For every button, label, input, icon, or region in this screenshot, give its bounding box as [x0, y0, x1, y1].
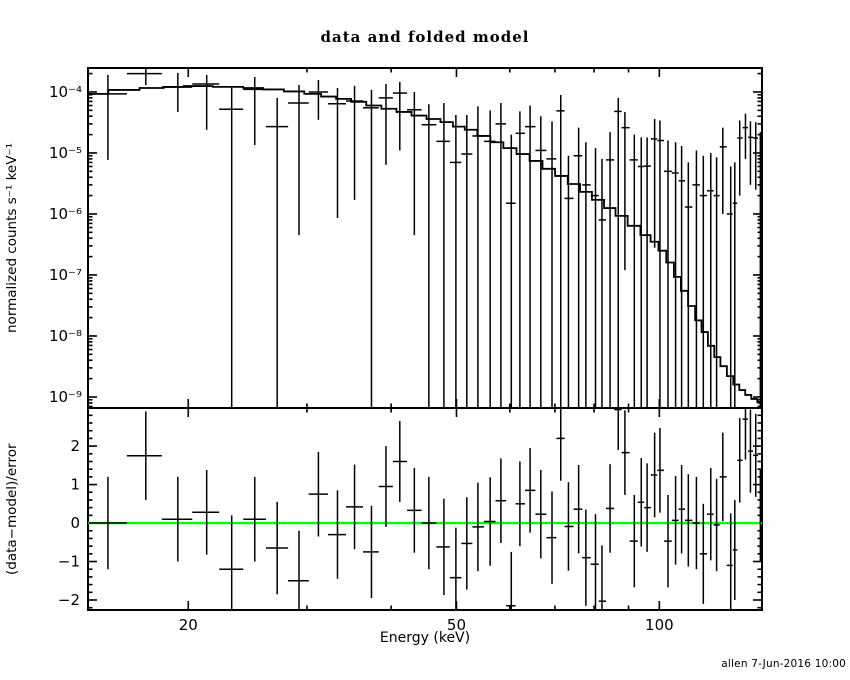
y-axis-label-spectrum: normalized counts s⁻¹ keV⁻¹	[4, 143, 20, 333]
folded-model-curve	[88, 85, 762, 405]
axis-ticks	[88, 68, 762, 610]
svg-text:−1: −1	[58, 553, 80, 571]
svg-text:10⁻⁵: 10⁻⁵	[49, 144, 82, 162]
svg-text:10⁻⁷: 10⁻⁷	[49, 266, 82, 284]
svg-text:2: 2	[70, 437, 80, 455]
footer-credit: allen 7-Jun-2016 10:00	[721, 658, 846, 670]
y-axis-label-residuals: (data−model)/error	[4, 443, 20, 575]
svg-text:10⁻⁶: 10⁻⁶	[49, 205, 82, 223]
svg-text:10⁻⁸: 10⁻⁸	[49, 327, 82, 345]
svg-text:20: 20	[179, 616, 198, 634]
svg-text:50: 50	[447, 616, 466, 634]
svg-text:10⁻⁴: 10⁻⁴	[49, 83, 82, 101]
spectrum-panel	[88, 68, 762, 408]
residuals-panel	[88, 408, 762, 610]
svg-text:0: 0	[70, 514, 80, 532]
tick-labels: 20 50 100 10⁻⁴ 10⁻⁵ 10⁻⁶ 10⁻⁷ 10⁻⁸ 10⁻⁹ −2 −1 0 1 2	[49, 83, 674, 634]
axes-frame	[87, 67, 763, 611]
svg-text:10⁻⁹: 10⁻⁹	[49, 388, 82, 406]
svg-text:−2: −2	[58, 591, 80, 609]
x-axis-label: Energy (keV)	[379, 630, 471, 646]
svg-text:100: 100	[645, 616, 674, 634]
chart-title: data and folded model	[320, 28, 530, 46]
svg-text:1: 1	[70, 476, 80, 494]
